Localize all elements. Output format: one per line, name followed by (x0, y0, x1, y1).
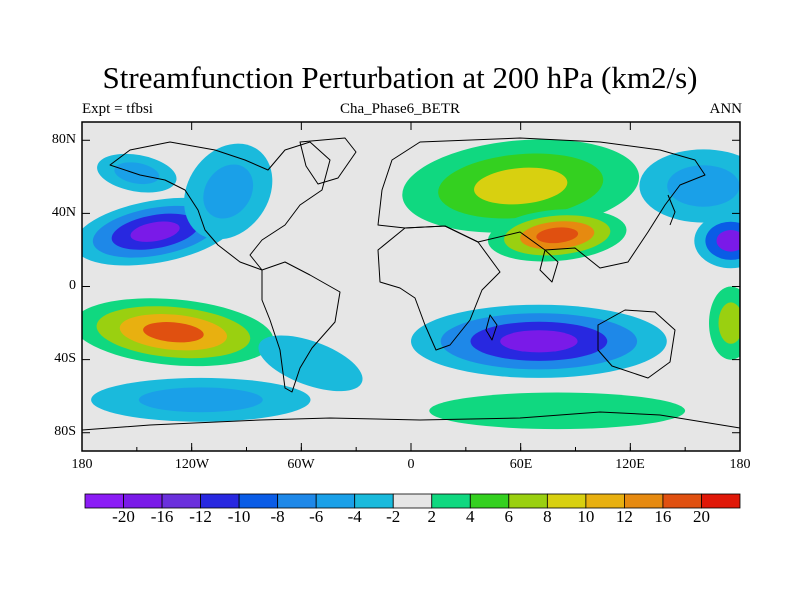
contour-level-16 (536, 227, 579, 244)
season-label: ANN (709, 101, 743, 117)
colorbar-swatch (508, 493, 548, 509)
anomaly-w-pacific-high (709, 286, 740, 360)
coast-japan (667, 194, 676, 226)
lon-tick-120w: 120W (174, 457, 210, 472)
colorbar-swatch (84, 493, 124, 509)
anomaly-s-indian-low (411, 304, 667, 378)
colorbar-label: 4 (466, 507, 475, 526)
contour-level-neg4 (667, 165, 740, 207)
case-label: Cha_Phase6_BETR (340, 101, 460, 117)
anomaly-s-pacific-high (82, 298, 274, 367)
contour-level-16 (143, 321, 204, 343)
contour-level-8 (474, 167, 568, 205)
lon-tick-60e: 60E (509, 457, 533, 472)
coast-australia (597, 309, 676, 379)
colorbar-swatch (585, 493, 625, 509)
experiment-label: Expt = tfbsi (82, 101, 153, 117)
colorbar-label: 10 (577, 507, 595, 526)
colorbar-swatch (354, 493, 394, 509)
contour-level-2 (429, 392, 686, 430)
colorbar-swatch (546, 493, 587, 509)
colorbar-label: -20 (112, 507, 135, 526)
contour-level-neg4 (114, 162, 160, 185)
colorbar-label: 16 (654, 507, 672, 526)
plot-title: Streamfunction Perturbation at 200 hPa (… (102, 60, 698, 95)
colorbar-swatch (701, 493, 741, 509)
colorbar-swatch (277, 493, 317, 509)
contour-level-neg2 (258, 335, 363, 392)
anomaly-dateline-low (694, 213, 740, 269)
colorbar-label: -4 (347, 507, 362, 526)
coast-india (539, 249, 559, 283)
contour-level-neg16 (130, 221, 180, 242)
colorbar-swatch (238, 493, 279, 509)
lon-tick-120e: 120E (615, 457, 645, 472)
colorbar-swatch (624, 493, 664, 509)
lon-tick-180e: 180 (729, 457, 751, 472)
colorbar-swatch (392, 493, 433, 509)
colorbar-label: 8 (543, 507, 552, 526)
coast-madagascar (485, 314, 498, 341)
colorbar-label: 20 (693, 507, 710, 526)
coast-greenland (299, 137, 357, 185)
lat-tick-40s: 40S (54, 351, 76, 366)
contour-level-neg16 (500, 330, 578, 353)
colorbar-swatch (431, 493, 471, 509)
colorbar-swatch (200, 493, 240, 509)
anomaly-na-trough (184, 143, 273, 240)
contour-level-neg16 (716, 230, 740, 252)
lon-tick-0: 0 (407, 457, 415, 472)
coast-south-america (261, 261, 341, 393)
colorbar-label: 2 (427, 507, 437, 526)
colorbar-swatch (161, 493, 201, 509)
contour-level-neg4 (203, 164, 254, 219)
lat-tick-80s: 80S (54, 424, 76, 439)
lon-tick-180w: 180 (71, 457, 93, 472)
colorbar-swatch (315, 493, 356, 509)
colorbar-swatch (662, 493, 702, 509)
colorbar-swatch (469, 493, 510, 509)
colorbar-label: -8 (270, 507, 285, 526)
contour-level-neg4 (138, 387, 263, 413)
contour-fill-layer (82, 139, 740, 430)
coast-north-america (109, 141, 331, 271)
coast-antarctica (82, 411, 740, 431)
axis-ticks (81, 122, 741, 451)
anomaly-nw-atlantic-ridge-tail (97, 153, 177, 193)
colorbar-label: 6 (504, 507, 514, 526)
lat-tick-0: 0 (69, 278, 76, 293)
colorbar-label: -16 (150, 507, 174, 526)
lat-tick-40n: 40N (51, 205, 76, 220)
coastlines (82, 137, 740, 431)
lat-tick-80n: 80N (51, 132, 76, 147)
colorbar (84, 493, 741, 509)
colorbar-label: 12 (615, 507, 633, 526)
colorbar-label: -2 (386, 507, 401, 526)
colorbar-swatch (123, 493, 163, 509)
colorbar-label: -10 (227, 507, 251, 526)
anomaly-s-ocean-high (429, 392, 686, 430)
contour-level-6 (718, 302, 740, 344)
anomaly-asia-high (487, 209, 627, 262)
anomaly-n-pacific-east-low (639, 149, 740, 223)
anomaly-s-pacific-low (91, 377, 311, 422)
colorbar-label: -12 (189, 507, 212, 526)
colorbar-label: -6 (309, 507, 324, 526)
anomaly-s-atlantic-low (258, 335, 363, 392)
coast-eurasia (377, 137, 706, 269)
lon-tick-60w: 60W (287, 457, 315, 472)
